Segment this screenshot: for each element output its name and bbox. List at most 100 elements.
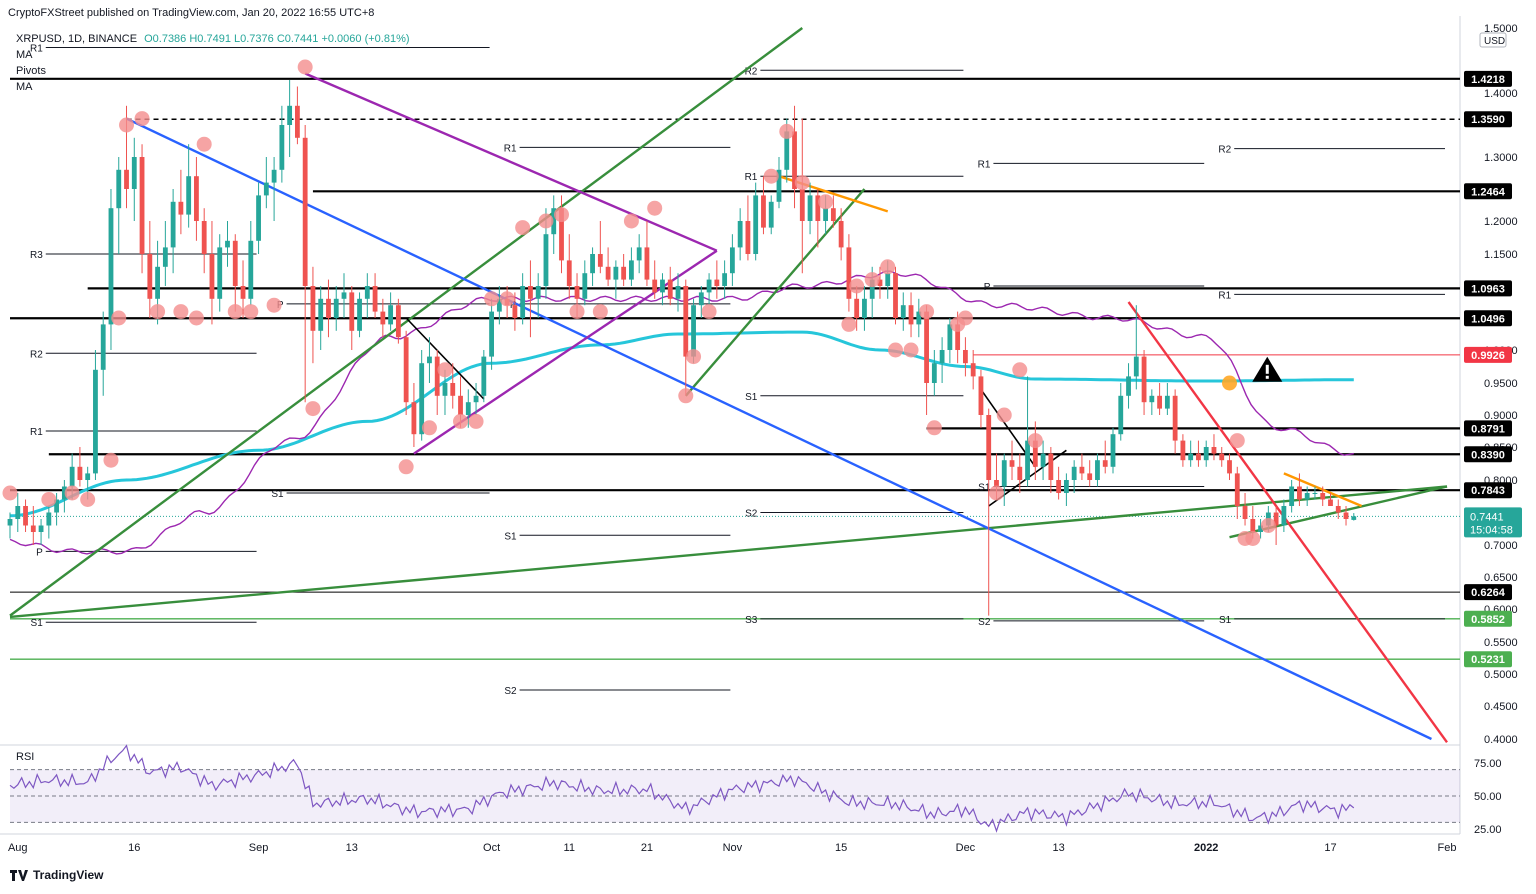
time-tick-label: 16 bbox=[128, 842, 140, 854]
ma2-indicator-label[interactable]: MA bbox=[16, 81, 33, 93]
rsi-tick-label: 50.00 bbox=[1474, 791, 1502, 803]
candle-body bbox=[652, 279, 658, 293]
candle-body bbox=[947, 324, 953, 350]
candle-body bbox=[823, 208, 829, 221]
time-tick-label: Dec bbox=[956, 842, 976, 854]
candle-body bbox=[326, 298, 331, 318]
highlight-marker bbox=[926, 420, 942, 436]
markers bbox=[2, 59, 1283, 546]
highlight-marker bbox=[647, 200, 663, 216]
highlight-marker bbox=[841, 316, 857, 332]
pivots-indicator-label[interactable]: Pivots bbox=[16, 65, 46, 77]
candle-body bbox=[1227, 460, 1232, 474]
candle-body bbox=[520, 286, 526, 318]
price-axis[interactable]: 1.50001.40001.30001.20001.15001.00000.95… bbox=[1464, 23, 1522, 836]
candle-body bbox=[1297, 486, 1302, 500]
candle-body bbox=[1048, 453, 1054, 480]
highlight-marker bbox=[188, 310, 204, 326]
symbol-label[interactable]: XRPUSD, 1D, BINANCE bbox=[16, 33, 138, 45]
highlight-marker bbox=[864, 272, 880, 288]
candle-body bbox=[900, 305, 906, 318]
pivot-label: S1 bbox=[745, 392, 758, 403]
candle-body bbox=[1164, 395, 1170, 409]
candle-body bbox=[768, 201, 774, 228]
candle-body bbox=[574, 286, 580, 299]
candle-body bbox=[155, 266, 160, 299]
highlight-marker bbox=[818, 194, 834, 210]
candle-body bbox=[737, 221, 743, 248]
candle-body bbox=[535, 286, 541, 299]
time-tick-label: 15 bbox=[835, 842, 847, 854]
time-tick-label: Sep bbox=[249, 842, 269, 854]
candle-body bbox=[15, 506, 21, 519]
candle-body bbox=[481, 356, 487, 396]
candle-body bbox=[675, 286, 681, 299]
highlight-marker bbox=[111, 310, 127, 326]
highlight-marker bbox=[996, 407, 1012, 423]
candle-body bbox=[1040, 453, 1046, 467]
candle-body bbox=[194, 176, 199, 221]
pivot-label: P bbox=[984, 282, 991, 293]
highlight-marker bbox=[64, 485, 80, 501]
candle-body bbox=[256, 195, 261, 241]
pivot-label: R2 bbox=[1218, 145, 1231, 156]
candle-body bbox=[108, 208, 114, 325]
highlight-marker bbox=[686, 349, 702, 365]
candle-body bbox=[186, 176, 192, 215]
candle-body bbox=[147, 254, 153, 299]
price-tick-label: 0.9000 bbox=[1484, 410, 1518, 422]
candle-body bbox=[978, 376, 984, 415]
price-tick-label: 1.1500 bbox=[1484, 249, 1518, 261]
time-axis[interactable]: Aug 16 Sep 13 Oct 11 21 Nov 15 Dec 13 2022 17 Feb bbox=[8, 842, 1457, 854]
candle-body bbox=[1095, 460, 1100, 480]
candle-body bbox=[706, 279, 712, 293]
candle-body bbox=[419, 363, 425, 435]
candle-body bbox=[1273, 512, 1279, 526]
price-level-badge-text: 0.7843 bbox=[1471, 485, 1505, 497]
rsi-indicator-label[interactable]: RSI bbox=[16, 751, 35, 763]
highlight-marker bbox=[484, 291, 500, 307]
candle-body bbox=[450, 383, 456, 396]
candle-body bbox=[489, 311, 494, 357]
candle-body bbox=[691, 305, 696, 357]
price-level-badge-text: 0.5852 bbox=[1471, 614, 1505, 626]
candle-body bbox=[473, 395, 479, 403]
candle-body bbox=[1079, 466, 1085, 474]
candle-body bbox=[77, 466, 83, 480]
candle-body bbox=[683, 286, 689, 357]
candle-body bbox=[877, 279, 883, 286]
candle-body bbox=[170, 201, 176, 248]
highlight-marker bbox=[919, 304, 935, 320]
trendline-purple-top bbox=[304, 72, 718, 252]
current-price-text: 0.7441 bbox=[1470, 511, 1504, 523]
candle-body bbox=[512, 305, 518, 318]
candle-body bbox=[714, 279, 720, 286]
tradingview-logo[interactable]: TradingView bbox=[10, 868, 103, 882]
highlight-marker bbox=[903, 342, 919, 358]
price-level-badge bbox=[1464, 610, 1512, 627]
candle-body bbox=[357, 298, 362, 331]
pivot-label: S1 bbox=[978, 483, 991, 494]
candle-body bbox=[1335, 506, 1341, 513]
candle-body bbox=[85, 473, 91, 480]
candle-body bbox=[1133, 356, 1139, 377]
highlight-marker bbox=[150, 304, 166, 320]
highlight-marker bbox=[305, 401, 321, 417]
rsi-pane bbox=[9, 744, 1460, 833]
pivot-label: R1 bbox=[30, 427, 43, 438]
highlight-marker bbox=[779, 123, 795, 139]
price-level-badge-text: 1.0496 bbox=[1471, 313, 1505, 325]
candle-body bbox=[729, 247, 735, 274]
highlight-marker bbox=[453, 413, 469, 429]
price-level-badge-text: 0.8390 bbox=[1471, 449, 1505, 461]
ma-indicator-label[interactable]: MA bbox=[16, 49, 33, 61]
candle-body bbox=[1126, 376, 1131, 396]
trendlines bbox=[9, 27, 1448, 744]
candle-body bbox=[178, 201, 184, 215]
candle-body bbox=[869, 279, 875, 299]
candle-body bbox=[302, 137, 308, 286]
candle-body bbox=[23, 506, 28, 526]
candle-body bbox=[908, 305, 914, 325]
candle-body bbox=[621, 266, 627, 280]
